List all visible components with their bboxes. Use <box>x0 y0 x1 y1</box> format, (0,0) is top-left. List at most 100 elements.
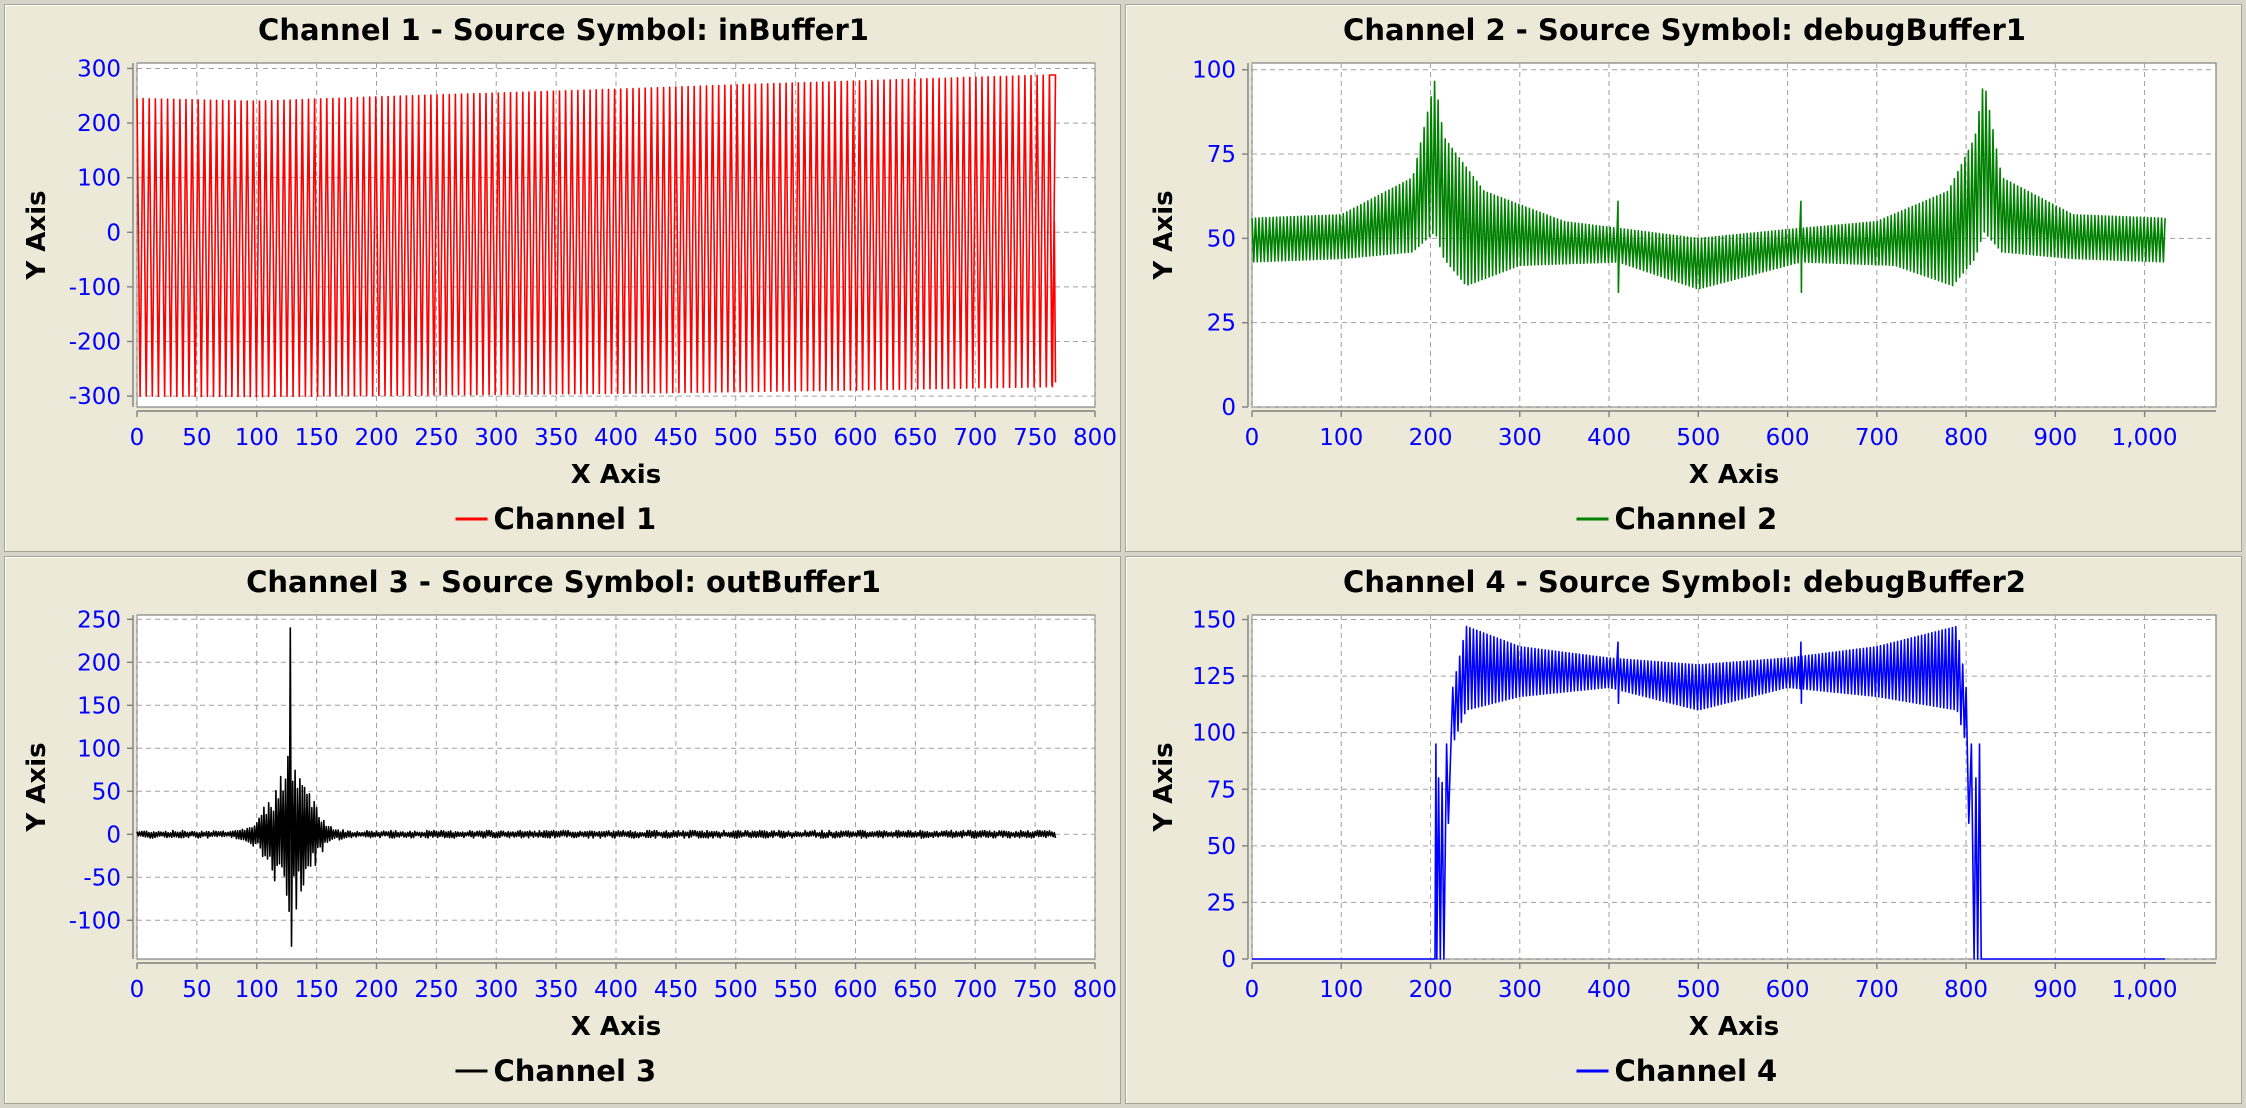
x-tick-label: 300 <box>474 425 518 451</box>
chart-title: Channel 1 - Source Symbol: inBuffer1 <box>258 13 869 47</box>
x-tick-label: 0 <box>130 425 145 451</box>
y-tick-label: 100 <box>77 736 121 762</box>
y-axis-label: Y Axis <box>22 742 52 832</box>
x-tick-label: 550 <box>774 977 818 1003</box>
x-tick-label: 200 <box>355 425 399 451</box>
legend-label: Channel 3 <box>494 1054 657 1088</box>
legend: Channel 3 <box>455 1054 657 1088</box>
x-tick-label: 150 <box>295 977 339 1003</box>
y-tick-label: 0 <box>1221 395 1236 421</box>
x-tick-label: 200 <box>1409 425 1453 451</box>
y-tick-label: 25 <box>1207 311 1236 337</box>
y-tick-label: 100 <box>1192 721 1236 747</box>
x-tick-label: 650 <box>893 977 937 1003</box>
x-tick-label: 700 <box>953 425 997 451</box>
x-tick-label: 450 <box>654 977 698 1003</box>
y-tick-label: 100 <box>1192 58 1236 84</box>
x-tick-label: 400 <box>1587 977 1631 1003</box>
y-tick-label: 250 <box>77 607 121 633</box>
x-axis-label: X Axis <box>571 460 661 490</box>
y-tick-label: 75 <box>1207 777 1236 803</box>
x-tick-label: 0 <box>130 977 145 1003</box>
series-line-channel-3 <box>136 627 1057 947</box>
x-axis-label: X Axis <box>571 1012 661 1042</box>
y-axis-label: Y Axis <box>1149 190 1179 280</box>
x-tick-label: 600 <box>1766 977 1810 1003</box>
chart-panel-channel-2: Channel 2 - Source Symbol: debugBuffer1 0… <box>1125 4 2242 552</box>
chart-panel-channel-1: Channel 1 - Source Symbol: inBuffer1 0 50 1… <box>4 4 1121 552</box>
y-tick-label: 50 <box>1207 226 1236 252</box>
chart-panel-channel-3: Channel 3 - Source Symbol: outBuffer1 0 50… <box>4 556 1121 1104</box>
x-tick-label: 650 <box>893 425 937 451</box>
y-tick-label: 0 <box>106 220 121 246</box>
x-tick-label: 0 <box>1245 977 1260 1003</box>
x-tick-label: 50 <box>182 425 211 451</box>
y-tick-label: 100 <box>77 166 121 192</box>
x-tick-label: 900 <box>2033 425 2077 451</box>
x-tick-label: 700 <box>1855 977 1899 1003</box>
chart-channel-2: Channel 2 - Source Symbol: debugBuffer1 0… <box>1149 13 2217 536</box>
chart-title: Channel 2 - Source Symbol: debugBuffer1 <box>1343 13 2026 47</box>
legend: Channel 2 <box>1576 502 1777 536</box>
x-tick-label: 500 <box>1676 977 1720 1003</box>
y-tick-label: -200 <box>69 329 121 355</box>
x-tick-label: 750 <box>1013 977 1057 1003</box>
x-tick-label: 300 <box>1498 425 1542 451</box>
x-tick-label: 400 <box>1587 425 1631 451</box>
y-tick-label: -100 <box>69 275 121 301</box>
x-tick-label: 100 <box>1319 977 1363 1003</box>
x-axis-label: X Axis <box>1689 460 1779 490</box>
x-tick-label: 800 <box>1073 425 1117 451</box>
chart-channel-1: Channel 1 - Source Symbol: inBuffer1 0 50 1… <box>22 13 1117 536</box>
y-tick-label: 50 <box>92 779 121 805</box>
x-tick-label: 500 <box>1676 425 1720 451</box>
series-line-channel-1 <box>136 74 1057 398</box>
y-tick-label: 50 <box>1207 834 1236 860</box>
y-tick-label: 150 <box>1192 608 1236 634</box>
x-tick-label: 700 <box>1855 425 1899 451</box>
series-line-channel-4 <box>1252 625 2166 960</box>
x-tick-label: 800 <box>1944 425 1988 451</box>
x-tick-label: 600 <box>834 977 878 1003</box>
chart-panel-channel-4: Channel 4 - Source Symbol: debugBuffer2 0… <box>1125 556 2242 1104</box>
x-tick-label: 900 <box>2033 977 2077 1003</box>
y-tick-label: 300 <box>77 56 121 82</box>
legend-label: Channel 1 <box>494 502 657 536</box>
x-tick-label: 400 <box>594 977 638 1003</box>
x-tick-label: 800 <box>1944 977 1988 1003</box>
legend: Channel 4 <box>1576 1054 1778 1088</box>
chart-channel-3: Channel 3 - Source Symbol: outBuffer1 0 50… <box>22 565 1117 1088</box>
y-axis-label: Y Axis <box>1149 742 1179 832</box>
y-tick-label: 200 <box>77 650 121 676</box>
x-tick-label: 250 <box>414 977 458 1003</box>
x-tick-label: 200 <box>355 977 399 1003</box>
y-tick-label: 150 <box>77 693 121 719</box>
x-tick-label: 500 <box>714 977 758 1003</box>
x-tick-label: 250 <box>414 425 458 451</box>
chart-title: Channel 4 - Source Symbol: debugBuffer2 <box>1343 565 2026 599</box>
y-axis-label: Y Axis <box>22 190 52 280</box>
x-tick-label: 700 <box>953 977 997 1003</box>
x-tick-label: 800 <box>1073 977 1117 1003</box>
x-tick-label: 300 <box>1498 977 1542 1003</box>
x-tick-label: 50 <box>182 977 211 1003</box>
series-line-channel-2 <box>1251 80 2166 294</box>
x-tick-label: 600 <box>834 425 878 451</box>
chart-title: Channel 3 - Source Symbol: outBuffer1 <box>246 565 881 599</box>
chart-channel-4: Channel 4 - Source Symbol: debugBuffer2 0… <box>1149 565 2217 1088</box>
legend-label: Channel 4 <box>1615 1054 1778 1088</box>
legend: Channel 1 <box>455 502 657 536</box>
y-tick-label: -100 <box>69 908 121 934</box>
x-tick-label: 300 <box>474 977 518 1003</box>
x-tick-label: 500 <box>714 425 758 451</box>
x-tick-label: 1,000 <box>2112 977 2178 1003</box>
y-tick-label: 25 <box>1207 890 1236 916</box>
x-tick-label: 350 <box>534 977 578 1003</box>
x-tick-label: 1,000 <box>2112 425 2178 451</box>
x-tick-label: 200 <box>1409 977 1453 1003</box>
y-tick-label: 200 <box>77 111 121 137</box>
x-tick-label: 750 <box>1013 425 1057 451</box>
y-tick-label: 0 <box>1221 947 1236 973</box>
x-tick-label: 350 <box>534 425 578 451</box>
x-tick-label: 0 <box>1245 425 1260 451</box>
